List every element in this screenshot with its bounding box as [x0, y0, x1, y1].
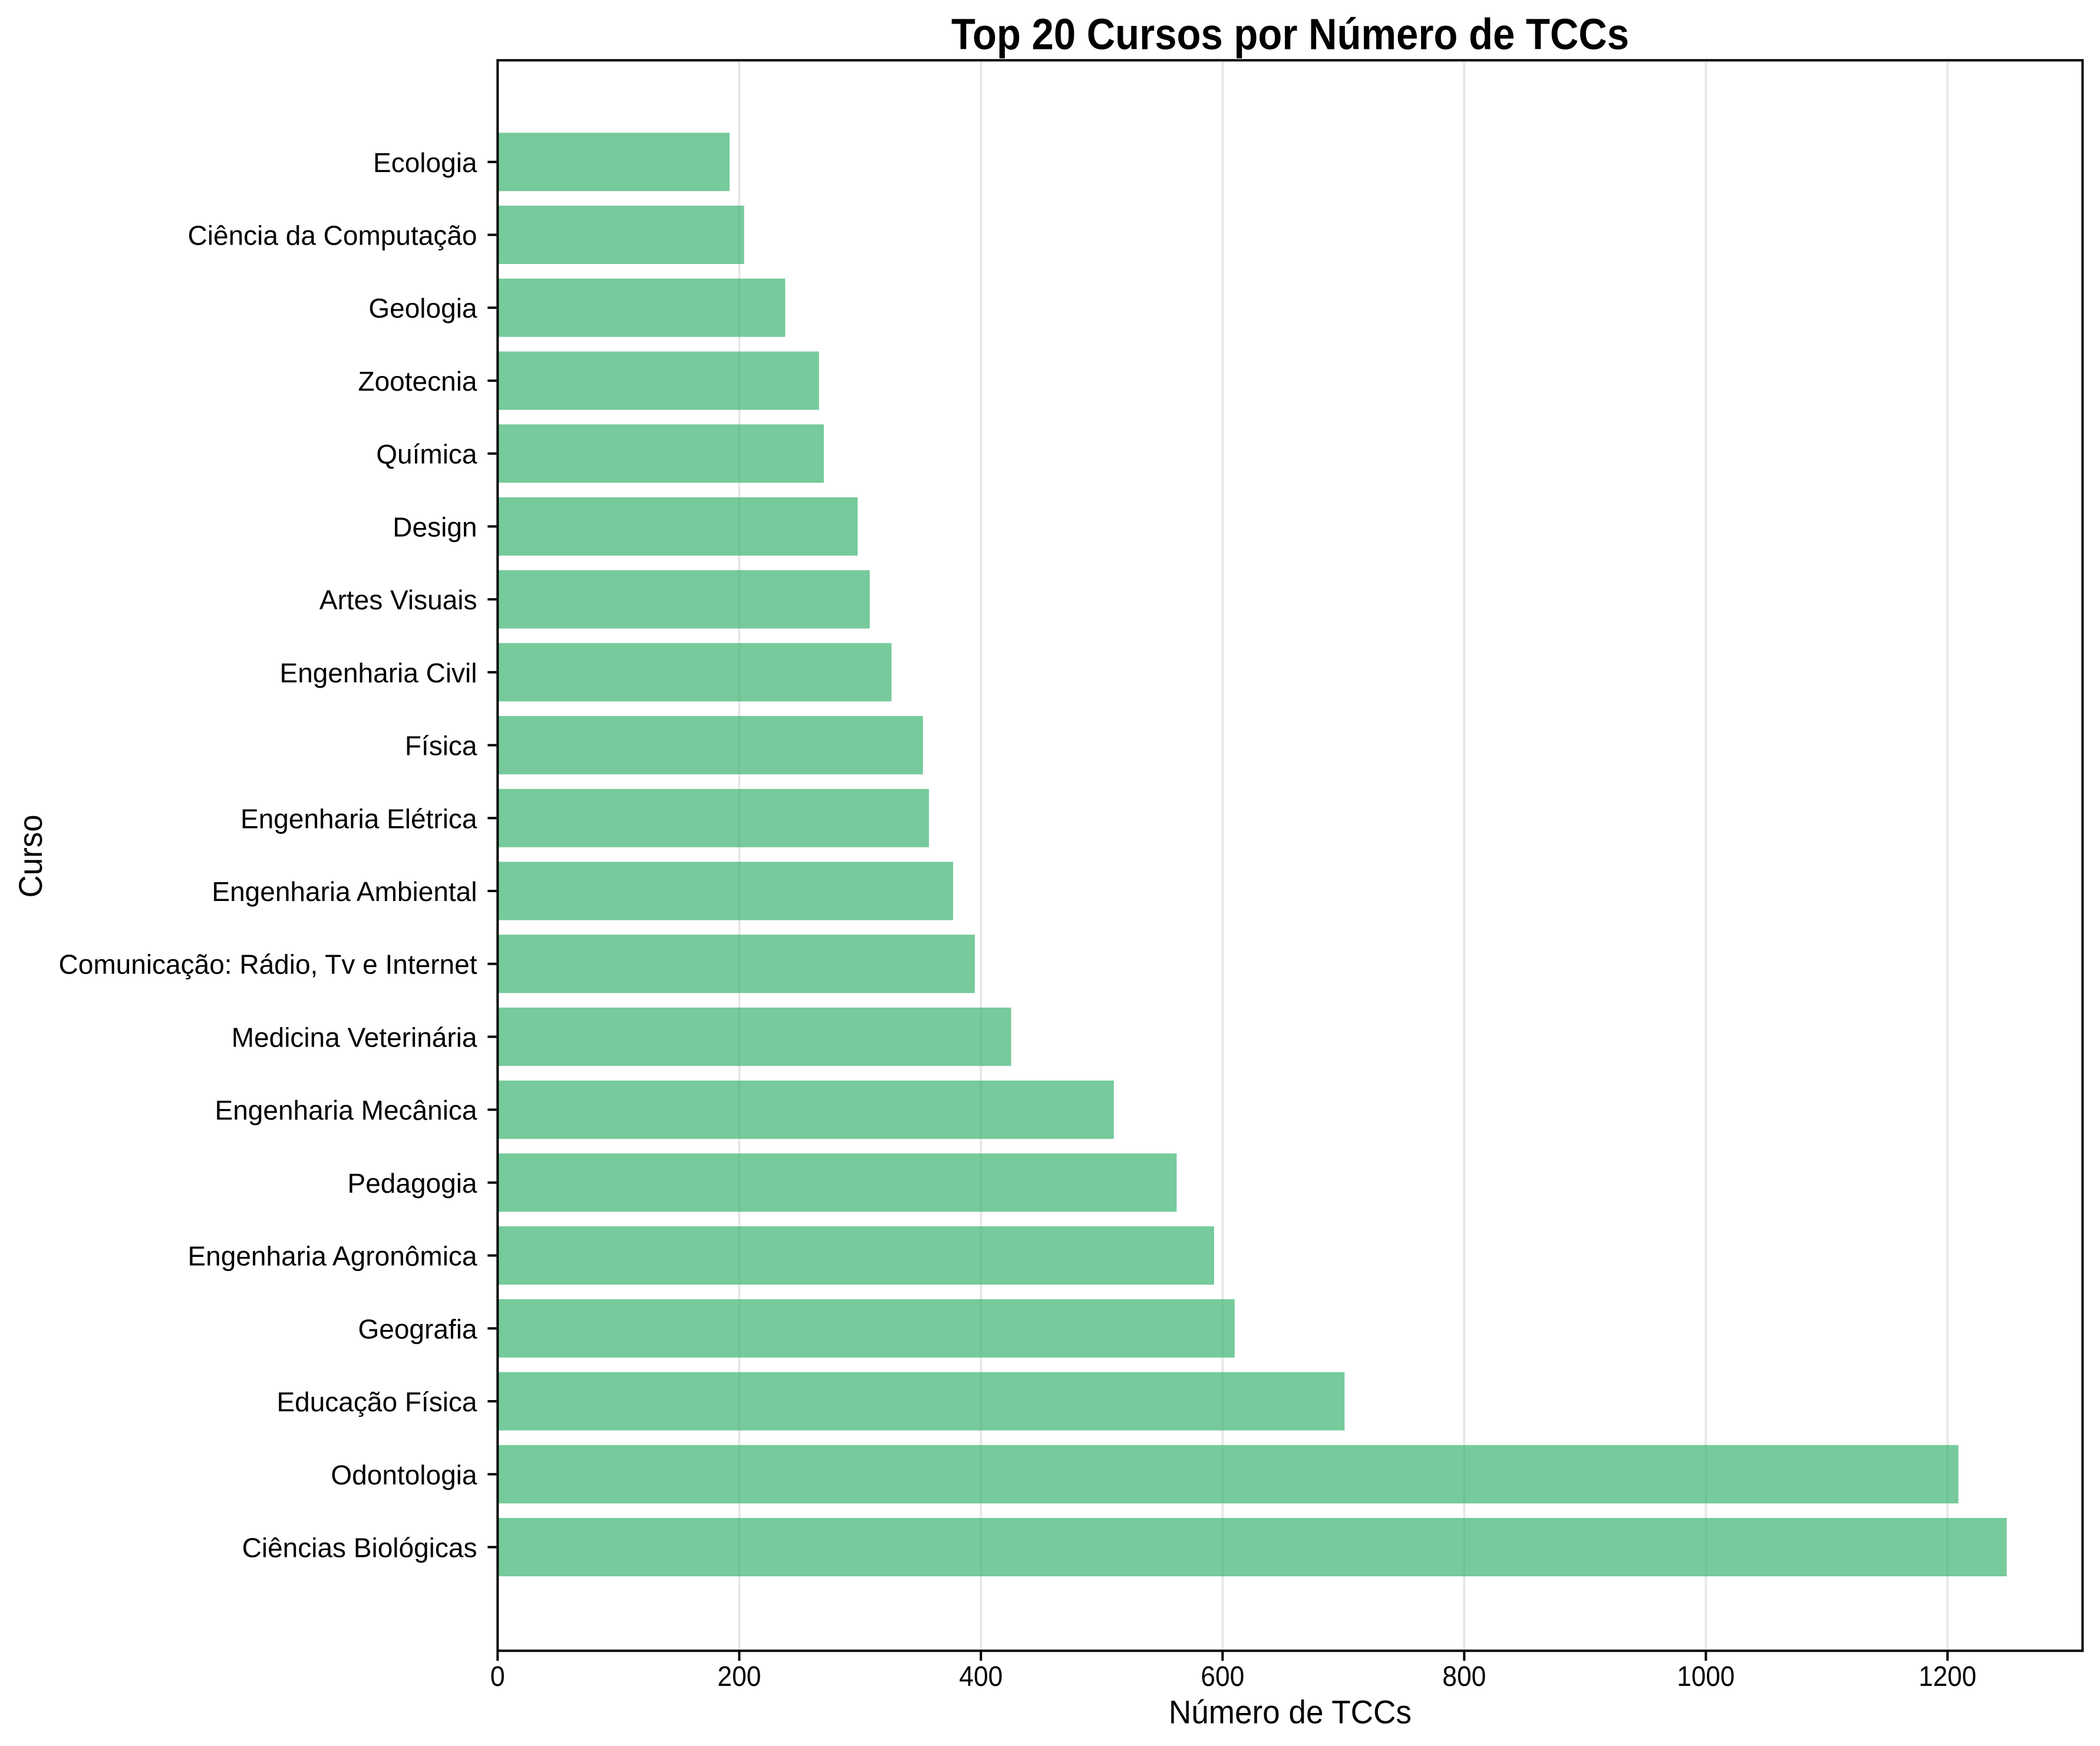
svg-text:Engenharia Mecânica: Engenharia Mecânica [215, 1095, 477, 1126]
svg-text:0: 0 [490, 1661, 505, 1692]
svg-text:Geografia: Geografia [358, 1313, 477, 1344]
svg-text:Ecologia: Ecologia [373, 147, 477, 178]
svg-text:Engenharia Ambiental: Engenharia Ambiental [212, 876, 477, 907]
svg-text:1000: 1000 [1677, 1661, 1735, 1692]
svg-text:Educação Física: Educação Física [276, 1387, 477, 1417]
svg-text:Odontologia: Odontologia [331, 1460, 477, 1490]
svg-text:Engenharia Civil: Engenharia Civil [280, 658, 477, 688]
svg-text:600: 600 [1201, 1661, 1244, 1692]
svg-text:400: 400 [959, 1661, 1003, 1692]
svg-text:Ciência da Computação: Ciência da Computação [188, 220, 477, 251]
svg-text:Top 20 Cursos por Número de TC: Top 20 Cursos por Número de TCCs [951, 9, 1629, 58]
svg-text:Engenharia Agronômica: Engenharia Agronômica [188, 1241, 477, 1272]
svg-text:Medicina Veterinária: Medicina Veterinária [232, 1022, 477, 1052]
svg-text:Comunicação: Rádio, Tv e Inter: Comunicação: Rádio, Tv e Internet [59, 949, 477, 980]
svg-text:Física: Física [405, 731, 477, 761]
svg-text:Zootecnia: Zootecnia [358, 366, 477, 397]
svg-text:Ciências Biológicas: Ciências Biológicas [242, 1533, 477, 1563]
svg-text:200: 200 [717, 1661, 761, 1692]
svg-text:Artes Visuais: Artes Visuais [319, 585, 477, 615]
svg-text:800: 800 [1442, 1661, 1486, 1692]
svg-text:Número de TCCs: Número de TCCs [1169, 1693, 1412, 1730]
svg-text:Pedagogia: Pedagogia [348, 1168, 477, 1199]
svg-text:1200: 1200 [1918, 1661, 1976, 1692]
svg-text:Geologia: Geologia [368, 293, 477, 324]
svg-text:Design: Design [393, 511, 477, 542]
svg-text:Curso: Curso [12, 814, 49, 897]
svg-text:Engenharia Elétrica: Engenharia Elétrica [240, 803, 477, 834]
svg-text:Química: Química [376, 439, 477, 470]
